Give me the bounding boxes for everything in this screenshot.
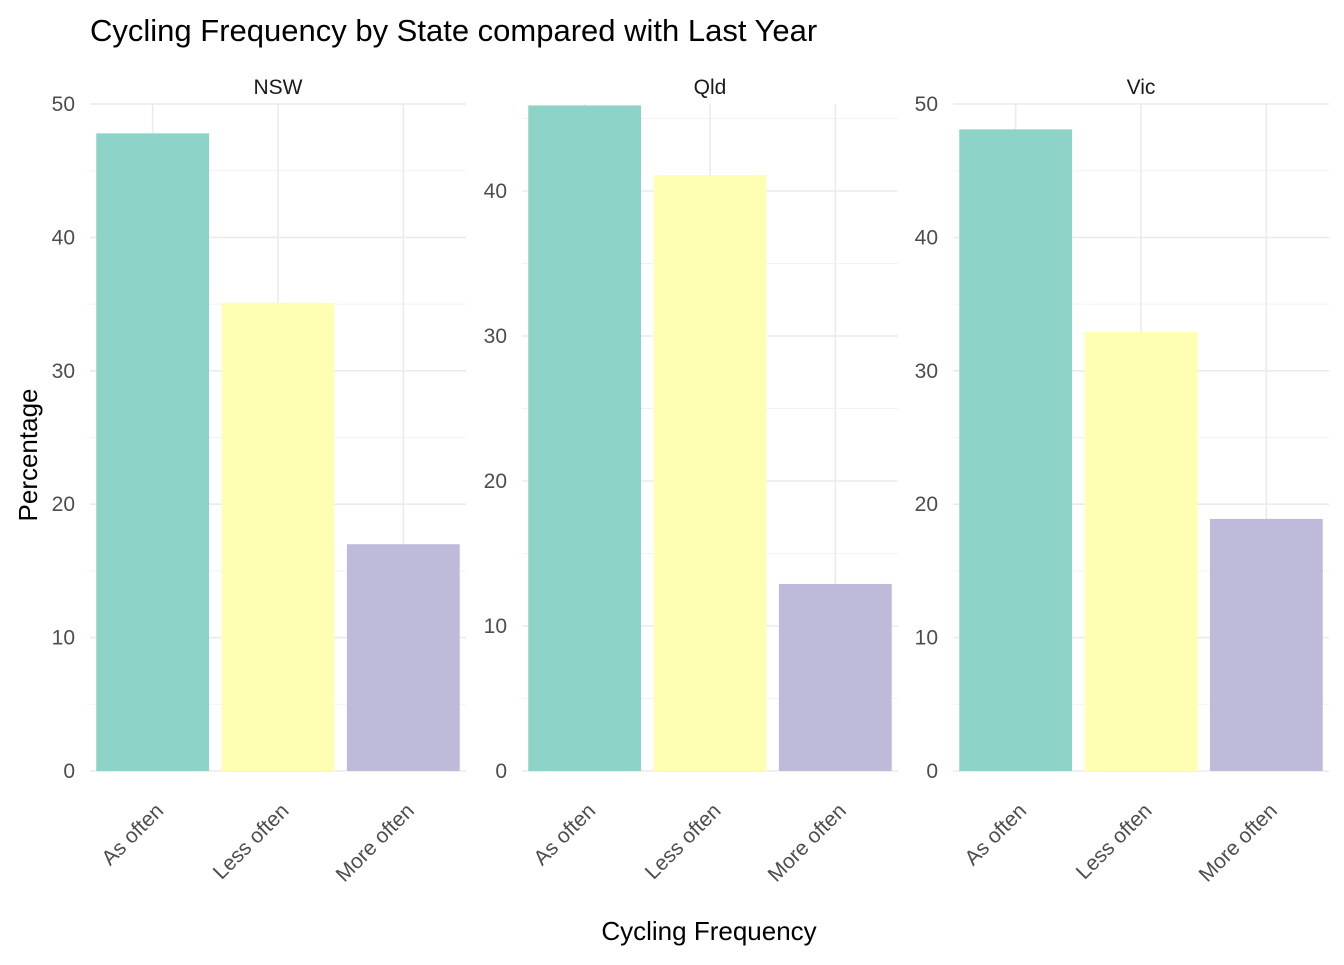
bar-qld-less-often bbox=[653, 175, 767, 772]
x-tick-label: Less often bbox=[209, 799, 294, 884]
facet-panels: 0 10 20 30 40 50 NSW As often Less often More oft… bbox=[52, 76, 1329, 887]
bar-nsw-less-often bbox=[221, 302, 335, 771]
y-tick-label: 10 bbox=[484, 615, 507, 638]
facet-panel-vic: 0 10 20 30 40 50 Vic As often Less often More oft… bbox=[915, 76, 1329, 887]
x-tick-label: More often bbox=[1195, 799, 1282, 886]
facet-strip-label: NSW bbox=[254, 76, 303, 99]
y-tick-label: 40 bbox=[915, 226, 938, 249]
y-tick-label: 30 bbox=[484, 325, 507, 348]
facet-strip-label: Vic bbox=[1127, 76, 1156, 99]
chart-title: Cycling Frequency by State compared with… bbox=[90, 13, 817, 48]
x-tick-label: More often bbox=[332, 799, 419, 886]
facet-panel-qld: 0 10 20 30 40 Qld As often Less often More often bbox=[484, 76, 898, 887]
x-tick-label: Less often bbox=[641, 799, 726, 884]
y-tick-label: 20 bbox=[52, 493, 75, 516]
y-tick-label: 10 bbox=[915, 627, 938, 650]
x-tick-label: More often bbox=[764, 799, 851, 886]
y-tick-label: 20 bbox=[915, 493, 938, 516]
bar-qld-more-often bbox=[778, 583, 892, 771]
x-tick-label: As often bbox=[97, 799, 168, 870]
y-tick-label: 10 bbox=[52, 627, 75, 650]
bar-vic-more-often bbox=[1209, 518, 1323, 771]
y-tick-label: 50 bbox=[915, 93, 938, 116]
x-tick-label: As often bbox=[960, 799, 1031, 870]
facet-strip-label: Qld bbox=[694, 76, 727, 99]
bar-qld-as-often bbox=[528, 105, 642, 771]
y-tick-label: 0 bbox=[926, 760, 938, 783]
y-tick-label: 40 bbox=[52, 226, 75, 249]
bar-nsw-more-often bbox=[346, 544, 460, 771]
x-tick-label: Less often bbox=[1072, 799, 1157, 884]
y-tick-label: 40 bbox=[484, 180, 507, 203]
y-tick-label: 0 bbox=[495, 760, 507, 783]
facet-panel-nsw: 0 10 20 30 40 50 NSW As often Less often More oft… bbox=[52, 76, 466, 887]
y-tick-label: 30 bbox=[915, 360, 938, 383]
y-axis-title: Percentage bbox=[13, 389, 43, 522]
y-tick-label: 30 bbox=[52, 360, 75, 383]
y-tick-label: 50 bbox=[52, 93, 75, 116]
x-axis-title: Cycling Frequency bbox=[601, 916, 816, 946]
bar-nsw-as-often bbox=[96, 133, 210, 771]
y-tick-label: 20 bbox=[484, 470, 507, 493]
bar-vic-less-often bbox=[1084, 332, 1198, 771]
bar-vic-as-often bbox=[959, 129, 1073, 771]
y-tick-label: 0 bbox=[63, 760, 75, 783]
x-tick-label: As often bbox=[529, 799, 600, 870]
